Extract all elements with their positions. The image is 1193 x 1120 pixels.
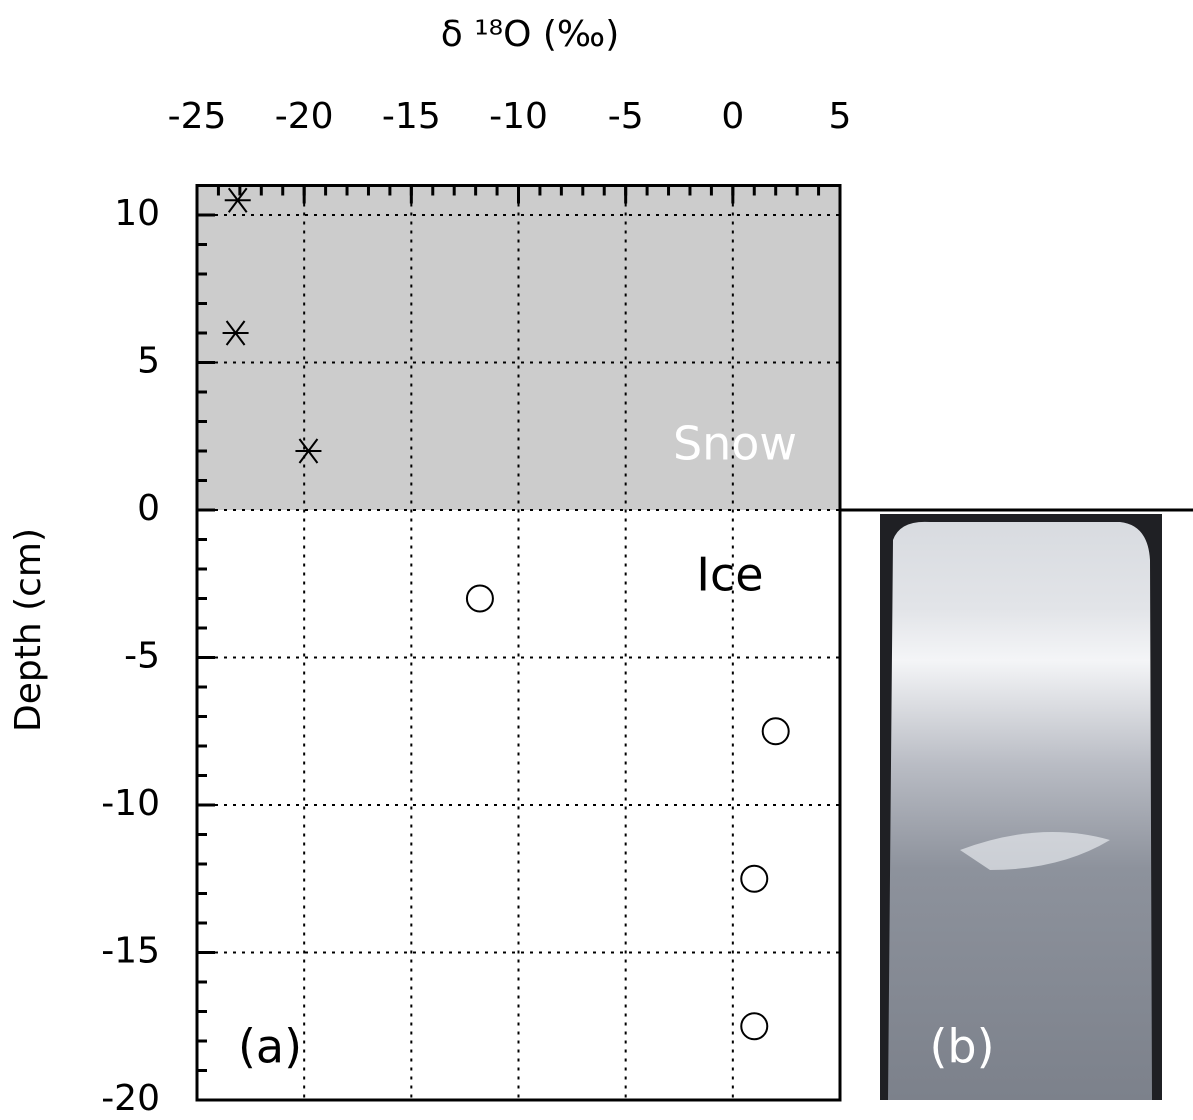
plot-area: -25 -20 -15 -10 -5 0 5 -20 -15 -10 -5 0 5 10 [101, 96, 851, 1119]
point [224, 187, 251, 213]
photo [880, 514, 1162, 1100]
x-tick-label: -20 [275, 96, 334, 137]
x-tick-label: -10 [489, 96, 548, 137]
annotation: (a) [238, 1020, 302, 1074]
x-tick-label: -5 [608, 96, 644, 137]
ice-core [888, 521, 1152, 1100]
y-tick-label: -20 [101, 1078, 160, 1119]
point [465, 584, 494, 613]
plot-frame [195, 184, 842, 1102]
y-tick-label: 0 [137, 488, 160, 529]
annotation: Snow [673, 417, 797, 471]
annotation: (b) [929, 1020, 994, 1074]
y-tick-label: -5 [124, 636, 160, 677]
point [295, 438, 322, 464]
y-tick-label: -15 [101, 931, 160, 972]
annotation: Ice [696, 548, 763, 602]
x-axis-label: δ ¹⁸O (‰) [441, 14, 620, 55]
point [761, 717, 790, 746]
ice-streak [960, 832, 1110, 870]
y-tick-label: 5 [137, 341, 160, 382]
x-tick-label: 0 [721, 96, 744, 137]
y-axis-label: Depth (cm) [8, 528, 49, 732]
y-tick-label: 10 [114, 193, 160, 234]
point [740, 1012, 769, 1041]
x-tick-label: -25 [168, 96, 227, 137]
point [222, 320, 249, 346]
x-tick-label: 5 [829, 96, 852, 137]
x-tick-label: -15 [382, 96, 441, 137]
y-tick-label: -10 [101, 783, 160, 824]
point [740, 864, 769, 893]
